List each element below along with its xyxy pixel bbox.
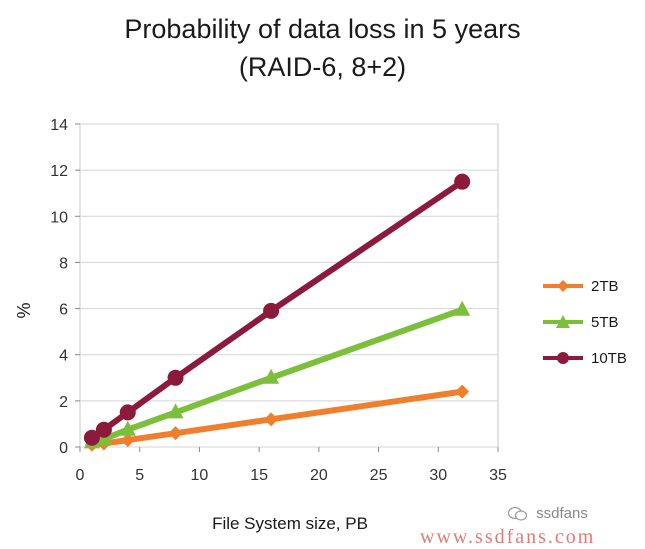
data-point-5tb bbox=[119, 420, 136, 436]
x-tick-label: 15 bbox=[250, 467, 268, 484]
y-tick-label: 14 bbox=[50, 117, 68, 134]
legend-item-2tb: 2TB bbox=[543, 268, 627, 304]
legend-item-5tb: 5TB bbox=[543, 304, 627, 340]
data-point-2tb bbox=[455, 384, 470, 399]
x-tick-label: 0 bbox=[76, 467, 85, 484]
data-point-5tb bbox=[454, 300, 471, 316]
x-tick-label: 20 bbox=[310, 467, 328, 484]
y-tick-label: 8 bbox=[59, 255, 68, 272]
chart-title: Probability of data loss in 5 years bbox=[124, 14, 521, 44]
data-point-10tb bbox=[454, 173, 471, 190]
y-tick-label: 2 bbox=[59, 394, 68, 411]
y-axis-label: % bbox=[14, 302, 34, 318]
legend-label-5tb: 5TB bbox=[591, 313, 619, 331]
data-point-5tb bbox=[263, 368, 280, 384]
x-tick-label: 25 bbox=[370, 467, 388, 484]
data-point-10tb bbox=[167, 369, 184, 386]
x-tick-label: 35 bbox=[489, 467, 507, 484]
chart-subtitle: (RAID-6, 8+2) bbox=[238, 52, 407, 82]
y-tick-label: 4 bbox=[59, 348, 68, 365]
y-tick-label: 12 bbox=[50, 163, 68, 180]
data-point-2tb bbox=[120, 433, 135, 448]
x-tick-label: 30 bbox=[429, 467, 447, 484]
data-point-2tb bbox=[168, 426, 183, 441]
y-tick-label: 10 bbox=[50, 209, 68, 226]
y-tick-label: 6 bbox=[59, 302, 68, 319]
watermark-brand: ssdfans bbox=[508, 505, 588, 522]
legend-label-2tb: 2TB bbox=[591, 277, 619, 295]
series-line-5tb bbox=[88, 306, 466, 446]
legend-swatch-5tb bbox=[543, 315, 583, 328]
data-point-5tb bbox=[167, 403, 184, 419]
legend-swatch-2tb bbox=[543, 280, 583, 292]
y-tick-label: 0 bbox=[59, 440, 68, 457]
legend-swatch-10tb bbox=[543, 352, 583, 364]
data-point-10tb bbox=[263, 302, 280, 319]
x-axis-label: File System size, PB bbox=[212, 514, 368, 533]
data-point-2tb bbox=[264, 412, 279, 427]
wechat-icon bbox=[508, 507, 528, 521]
watermark-url: www.ssdfans.com bbox=[420, 526, 596, 548]
data-point-10tb bbox=[83, 429, 100, 446]
legend: 2TB 5TB 10TB bbox=[543, 268, 627, 376]
watermark-brand-text: ssdfans bbox=[536, 505, 588, 522]
x-tick-label: 5 bbox=[135, 467, 144, 484]
x-tick-label: 10 bbox=[191, 467, 209, 484]
legend-label-10tb: 10TB bbox=[591, 349, 627, 367]
data-point-10tb bbox=[119, 404, 136, 421]
data-point-10tb bbox=[95, 421, 112, 438]
legend-item-10tb: 10TB bbox=[543, 340, 627, 376]
